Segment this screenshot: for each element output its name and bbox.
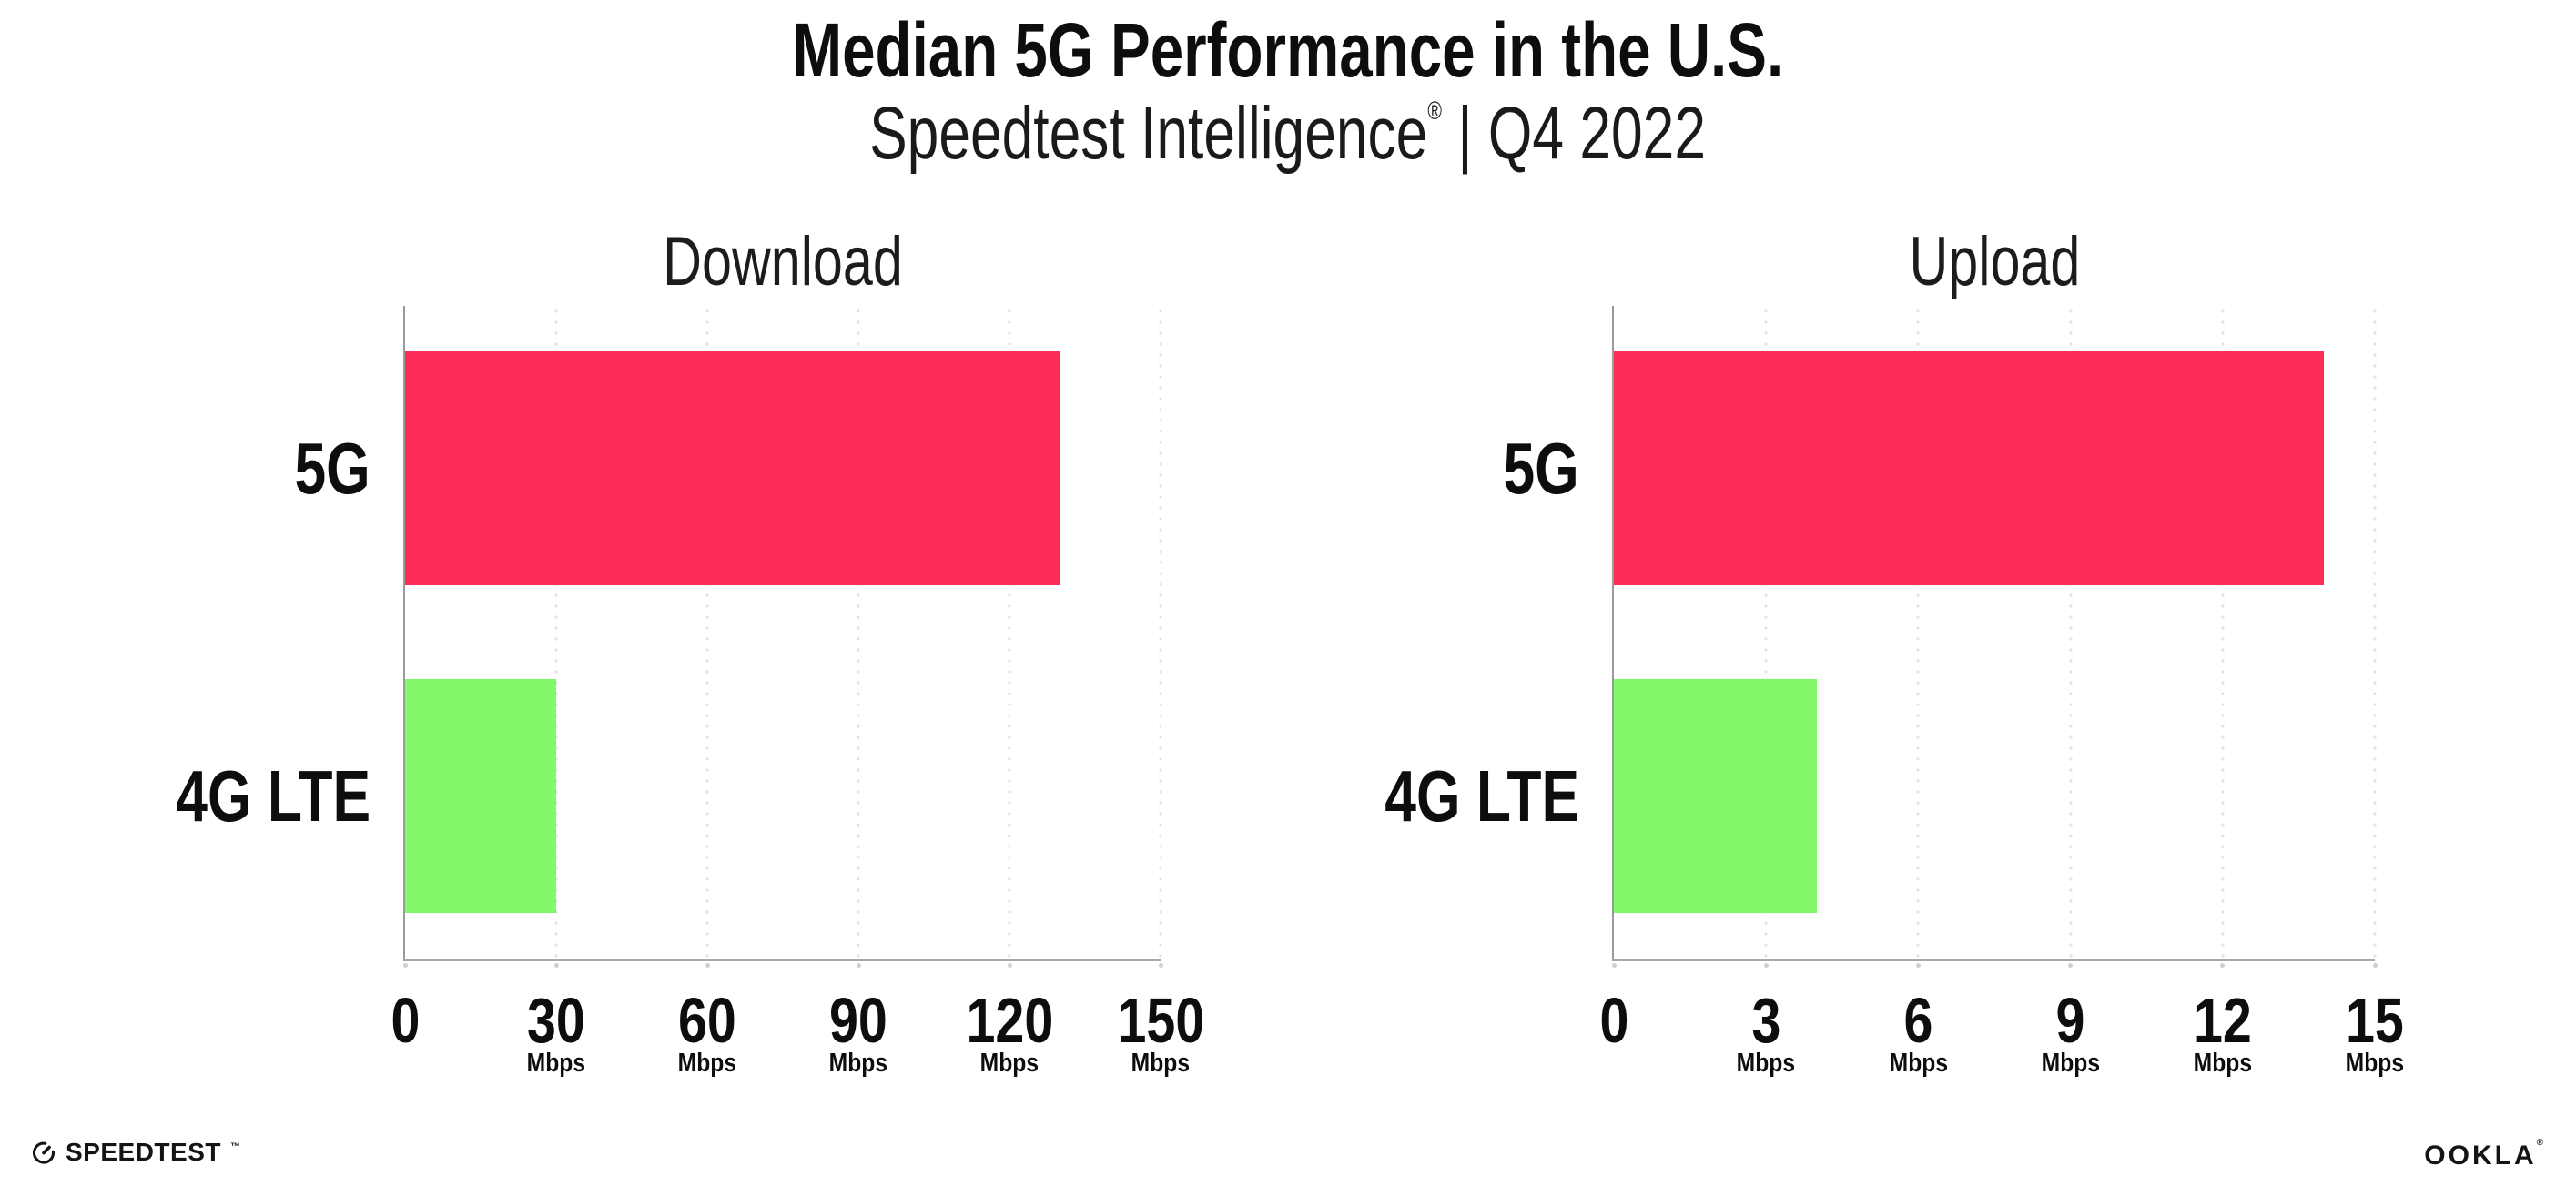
download-chart: Download 0 30 Mbps 60 Mbps 90 Mbps 120 Mbps 150 Mbp… (176, 228, 1204, 1077)
subtitle-brand: Speedtest Intelligence (869, 92, 1428, 175)
registered-trademark-icon: ® (1427, 96, 1443, 125)
ookla-wordmark: OOKLA (2424, 1141, 2537, 1171)
tick-unit-label-6: Mbps (1889, 1049, 1948, 1078)
tick-unit-label-150: Mbps (1131, 1049, 1191, 1078)
tick-label-15: 15 (2346, 985, 2404, 1056)
page-title-text: Median 5G Performance in the U.S. (792, 7, 1784, 93)
gridline-6 (1916, 306, 1921, 959)
category-label-4g-lte: 4G LTE (176, 756, 370, 837)
tick-mark-150 (1158, 963, 1163, 968)
tick-label-120: 120 (966, 985, 1053, 1056)
speedtest-gauge-icon (32, 1141, 56, 1164)
page-title: Median 5G Performance in the U.S. (0, 12, 2576, 88)
tick-mark-6 (1915, 963, 1921, 968)
ookla-registered-icon: ® (2536, 1138, 2543, 1148)
tick-mark-90 (856, 963, 861, 968)
gridline-3 (1764, 306, 1769, 959)
tick-unit-label-90: Mbps (828, 1049, 888, 1078)
gridline-9 (2068, 306, 2073, 959)
tick-mark-60 (705, 963, 710, 968)
tick-label-3: 3 (1751, 985, 1781, 1056)
tick-label-9: 9 (2055, 985, 2085, 1056)
tick-label-60: 60 (678, 985, 736, 1056)
tick-unit-label-12: Mbps (2193, 1049, 2252, 1078)
tick-label-6: 6 (1903, 985, 1933, 1056)
upload-chart: Upload 0 3 Mbps 6 Mbps 9 Mbps 12 Mbps 15 Mbps 5G 4G L… (1384, 228, 2404, 1077)
tick-unit-label-60: Mbps (677, 1049, 737, 1078)
tick-unit-label-3: Mbps (1737, 1049, 1796, 1078)
category-label-5g: 5G (1503, 428, 1579, 509)
tick-label-0: 0 (1599, 985, 1628, 1056)
bar-4g-lte (405, 679, 556, 913)
bar-5g (405, 351, 1060, 585)
tick-unit-label-30: Mbps (526, 1049, 586, 1078)
ookla-logo: OOKLA® (2424, 1139, 2543, 1171)
tick-mark-0 (402, 963, 408, 968)
tick-mark-120 (1007, 963, 1012, 968)
bar-4g-lte (1614, 679, 1817, 913)
tick-label-0: 0 (390, 985, 420, 1056)
tick-label-12: 12 (2193, 985, 2252, 1056)
category-label-5g: 5G (294, 428, 370, 509)
gridline-150 (1159, 306, 1162, 959)
page-subtitle: Speedtest Intelligence® | Q4 2022 (0, 96, 2576, 171)
tick-label-30: 30 (527, 985, 585, 1056)
gridline-60 (705, 306, 709, 959)
tick-label-90: 90 (829, 985, 887, 1056)
tick-mark-0 (1611, 963, 1617, 968)
gridline-30 (554, 306, 558, 959)
trademark-icon: ™ (229, 1141, 240, 1152)
download-chart-title: Download (663, 223, 903, 300)
gridline-90 (857, 306, 860, 959)
tick-unit-label-120: Mbps (979, 1049, 1040, 1078)
tick-mark-3 (1763, 963, 1769, 968)
speedtest-wordmark: SPEEDTEST (66, 1138, 221, 1166)
tick-label-150: 150 (1117, 985, 1204, 1056)
tick-mark-9 (2068, 963, 2074, 968)
tick-mark-15 (2372, 963, 2378, 968)
tick-unit-label-9: Mbps (2041, 1049, 2100, 1078)
bar-5g (1614, 351, 2325, 585)
tick-mark-30 (553, 963, 559, 968)
speedtest-logo: SPEEDTEST ™ (31, 1140, 240, 1165)
tick-mark-12 (2220, 963, 2226, 968)
upload-chart-title: Upload (1909, 223, 2080, 300)
gridline-12 (2220, 306, 2225, 959)
tick-unit-label-15: Mbps (2345, 1049, 2405, 1078)
gridline-120 (1008, 306, 1011, 959)
category-label-4g-lte: 4G LTE (1384, 756, 1579, 837)
subtitle-period: | Q4 2022 (1457, 92, 1707, 175)
gridline-15 (2373, 306, 2377, 959)
